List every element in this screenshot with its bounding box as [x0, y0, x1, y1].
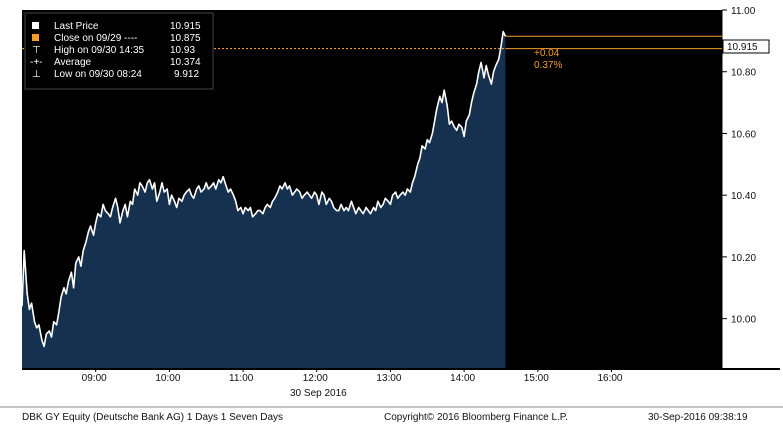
footer-right: 30-Sep-2016 09:38:19	[648, 412, 748, 423]
legend-value: 10.93	[170, 45, 195, 56]
x-tick-label: 13:00	[376, 373, 401, 384]
last-price-box: 10.915	[722, 39, 770, 54]
price-area-fill	[22, 31, 506, 368]
legend-label: Last Price	[54, 21, 99, 32]
x-tick-label: 12:00	[303, 373, 328, 384]
change-annotation: +0.04	[534, 48, 560, 59]
legend-label: High on 09/30 14:35	[54, 45, 145, 56]
x-tick-label: 11:00	[229, 373, 254, 384]
x-axis-date-label: 30 Sep 2016	[290, 388, 347, 399]
last-price-label: 10.915	[727, 42, 758, 53]
legend-label: Average	[54, 57, 92, 68]
y-tick-label: 10.00	[731, 315, 756, 326]
x-tick-label: 10:00	[155, 373, 180, 384]
change-pct-annotation: 0.37%	[534, 60, 562, 71]
footer-center: Copyright© 2016 Bloomberg Finance L.P.	[384, 412, 568, 423]
x-axis-ticks: 09:00 10:00 11:00 12:00 13:00 14:00 15:00 16:00	[82, 368, 623, 384]
x-tick-label: 15:00	[524, 373, 549, 384]
footer-left: DBK GY Equity (Deutsche Bank AG) 1 Days …	[22, 412, 283, 423]
x-tick-label: 09:00	[82, 373, 107, 384]
average-marker-icon: -+-	[30, 57, 43, 68]
y-tick-label: 10.40	[731, 191, 756, 202]
legend-value: 10.374	[170, 57, 201, 68]
legend-label: Low on 09/30 08:24	[54, 69, 142, 80]
high-marker-icon: ⊤	[32, 45, 41, 56]
legend-swatch-close	[32, 34, 39, 41]
y-axis-ticks: 10.00 10.20 10.40 10.60 10.80 11.00	[722, 6, 756, 326]
y-tick-label: 10.80	[731, 68, 756, 79]
legend-value: 10.875	[170, 33, 201, 44]
legend: Last Price 10.915 Close on 09/29 ---- 10…	[24, 12, 214, 90]
low-marker-icon: ⊥	[32, 69, 41, 80]
x-tick-label: 16:00	[597, 373, 622, 384]
x-axis-line	[22, 368, 780, 370]
legend-value: 9.912	[174, 69, 199, 80]
legend-box	[24, 12, 214, 90]
series-line-last-price	[21, 30, 507, 348]
y-tick-label: 11.00	[731, 6, 756, 17]
price-area	[22, 31, 506, 368]
y-tick-label: 10.20	[731, 253, 756, 264]
legend-value: 10.915	[170, 21, 201, 32]
legend-label: Close on 09/29 ----	[54, 33, 137, 44]
legend-swatch-last-price	[32, 22, 39, 29]
price-line-group	[21, 30, 507, 348]
x-tick-label: 14:00	[450, 373, 475, 384]
y-tick-label: 10.60	[731, 129, 756, 140]
